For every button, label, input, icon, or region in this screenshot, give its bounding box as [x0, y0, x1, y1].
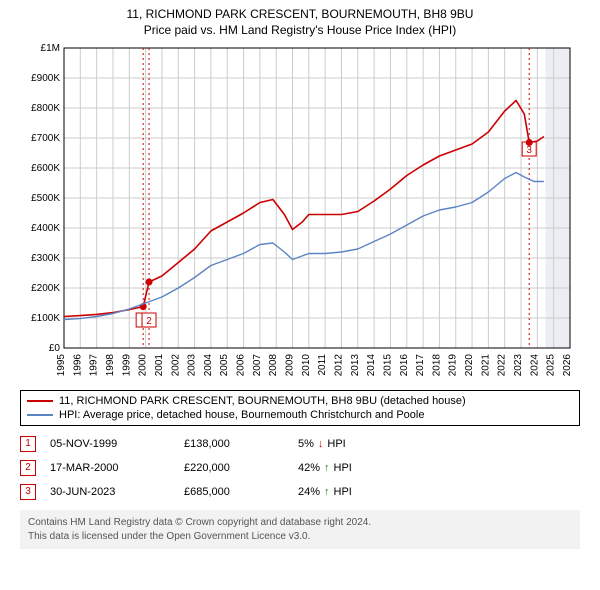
- svg-text:2001: 2001: [154, 354, 165, 377]
- event-marker: 3: [20, 484, 36, 500]
- legend-swatch: [27, 414, 53, 416]
- footer-line2: This data is licensed under the Open Gov…: [28, 530, 572, 544]
- svg-text:2026: 2026: [562, 354, 573, 377]
- svg-text:2000: 2000: [138, 354, 149, 377]
- svg-text:1996: 1996: [72, 354, 83, 377]
- event-diff-pct: 42%: [298, 462, 320, 474]
- svg-text:2003: 2003: [187, 354, 198, 377]
- svg-text:2010: 2010: [301, 354, 312, 377]
- svg-text:2016: 2016: [399, 354, 410, 377]
- footer-note: Contains HM Land Registry data © Crown c…: [20, 510, 580, 549]
- legend-row: 11, RICHMOND PARK CRESCENT, BOURNEMOUTH,…: [27, 394, 573, 408]
- svg-text:£900K: £900K: [31, 73, 60, 84]
- event-price: £138,000: [184, 438, 284, 450]
- svg-text:2009: 2009: [285, 354, 296, 377]
- svg-text:2005: 2005: [219, 354, 230, 377]
- svg-text:£400K: £400K: [31, 223, 60, 234]
- svg-text:2022: 2022: [497, 354, 508, 377]
- svg-text:£300K: £300K: [31, 253, 60, 264]
- svg-text:2014: 2014: [366, 354, 377, 377]
- svg-text:2011: 2011: [317, 354, 328, 376]
- event-price: £220,000: [184, 462, 284, 474]
- event-diff: 5% ↓HPI: [298, 438, 428, 450]
- chart-title: 11, RICHMOND PARK CRESCENT, BOURNEMOUTH,…: [10, 6, 590, 38]
- svg-text:2021: 2021: [480, 354, 491, 377]
- event-date: 17-MAR-2000: [50, 462, 170, 474]
- svg-text:2: 2: [146, 316, 152, 327]
- svg-text:2012: 2012: [333, 354, 344, 377]
- svg-text:2006: 2006: [236, 354, 247, 377]
- svg-text:2002: 2002: [170, 354, 181, 377]
- svg-text:2008: 2008: [268, 354, 279, 377]
- event-diff-pct: 24%: [298, 486, 320, 498]
- svg-text:2015: 2015: [382, 354, 393, 377]
- footer-line1: Contains HM Land Registry data © Crown c…: [28, 516, 572, 530]
- svg-text:2019: 2019: [448, 354, 459, 377]
- svg-text:1999: 1999: [121, 354, 132, 377]
- event-marker: 2: [20, 460, 36, 476]
- svg-text:3: 3: [526, 145, 532, 156]
- event-row: 2 17-MAR-2000 £220,000 42% ↑ HPI: [20, 456, 580, 480]
- arrow-down-icon: ↓: [318, 438, 324, 450]
- svg-text:£500K: £500K: [31, 193, 60, 204]
- event-price: £685,000: [184, 486, 284, 498]
- svg-text:£0: £0: [49, 343, 61, 354]
- svg-text:2007: 2007: [252, 354, 263, 377]
- svg-text:2024: 2024: [529, 354, 540, 377]
- svg-text:£800K: £800K: [31, 103, 60, 114]
- legend: 11, RICHMOND PARK CRESCENT, BOURNEMOUTH,…: [20, 390, 580, 426]
- svg-text:2020: 2020: [464, 354, 475, 377]
- price-chart: £0 £100K £200K £300K £400K £500K £600K £700K £80…: [20, 42, 580, 382]
- svg-text:2017: 2017: [415, 354, 426, 377]
- event-date: 30-JUN-2023: [50, 486, 170, 498]
- event-row: 3 30-JUN-2023 £685,000 24% ↑ HPI: [20, 480, 580, 504]
- legend-label: 11, RICHMOND PARK CRESCENT, BOURNEMOUTH,…: [59, 395, 466, 407]
- event-diff: 42% ↑ HPI: [298, 462, 428, 474]
- svg-text:2023: 2023: [513, 354, 524, 377]
- svg-text:1995: 1995: [56, 354, 67, 377]
- event-marker: 1: [20, 436, 36, 452]
- event-diff-suffix: HPI: [334, 486, 352, 498]
- title-line2: Price paid vs. HM Land Registry's House …: [10, 22, 590, 38]
- arrow-up-icon: ↑: [324, 462, 330, 474]
- event-diff: 24% ↑ HPI: [298, 486, 428, 498]
- svg-text:2004: 2004: [203, 354, 214, 377]
- svg-text:2018: 2018: [431, 354, 442, 377]
- event-diff-suffix: HPI: [334, 462, 352, 474]
- event-row: 1 05-NOV-1999 £138,000 5% ↓HPI: [20, 432, 580, 456]
- svg-text:£200K: £200K: [31, 283, 60, 294]
- title-line1: 11, RICHMOND PARK CRESCENT, BOURNEMOUTH,…: [10, 6, 590, 22]
- legend-row: HPI: Average price, detached house, Bour…: [27, 408, 573, 422]
- svg-text:£100K: £100K: [31, 313, 60, 324]
- svg-text:£1M: £1M: [41, 43, 60, 54]
- svg-text:2025: 2025: [546, 354, 557, 377]
- svg-text:1997: 1997: [89, 354, 100, 377]
- event-date: 05-NOV-1999: [50, 438, 170, 450]
- arrow-up-icon: ↑: [324, 486, 330, 498]
- svg-text:1998: 1998: [105, 354, 116, 377]
- svg-text:£700K: £700K: [31, 133, 60, 144]
- legend-swatch: [27, 400, 53, 402]
- legend-label: HPI: Average price, detached house, Bour…: [59, 409, 424, 421]
- event-diff-suffix: HPI: [327, 438, 345, 450]
- event-table: 105-NOV-1999£138,0005%↓HPI217-MAR-2000£2…: [20, 432, 580, 504]
- event-diff-pct: 5%: [298, 438, 314, 450]
- svg-text:£600K: £600K: [31, 163, 60, 174]
- svg-text:2013: 2013: [350, 354, 361, 377]
